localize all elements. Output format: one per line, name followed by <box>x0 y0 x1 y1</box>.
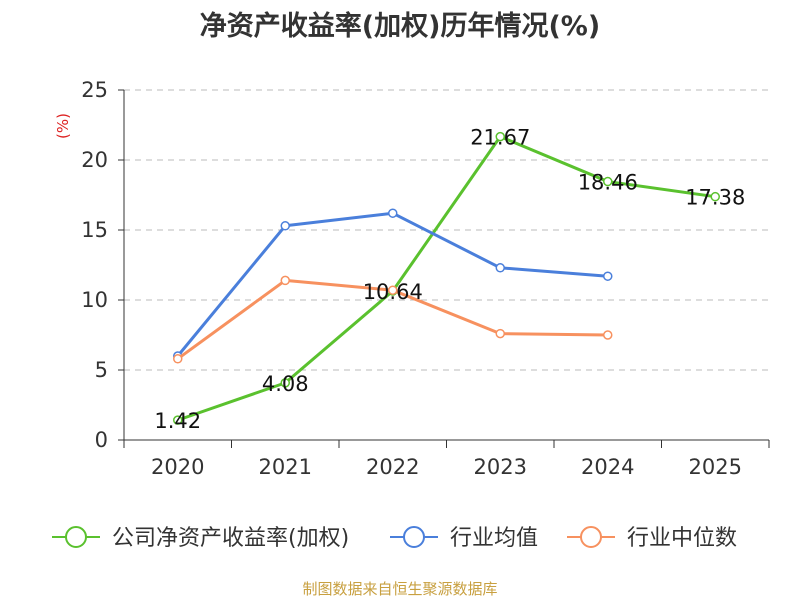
legend-marker-icon <box>403 526 425 548</box>
y-tick-label: 15 <box>81 218 108 242</box>
y-tick-label: 20 <box>81 148 108 172</box>
data-label: 10.64 <box>363 280 423 304</box>
y-tick-label: 0 <box>95 428 108 452</box>
data-label: 21.67 <box>470 126 530 150</box>
data-point <box>173 415 183 425</box>
data-point <box>173 354 183 364</box>
series-lines <box>173 131 720 425</box>
y-tick-label: 5 <box>95 358 108 382</box>
legend-label: 公司净资产收益率(加权) <box>112 526 349 551</box>
x-tick-label: 2020 <box>151 455 204 479</box>
legend-marker-icon <box>580 526 602 548</box>
data-point <box>388 285 398 295</box>
data-point <box>495 328 505 339</box>
data-label: 18.46 <box>578 171 638 195</box>
legend-label: 行业均值 <box>450 526 538 551</box>
source-note: 制图数据来自恒生聚源数据库 <box>302 580 498 598</box>
data-label: 17.38 <box>685 186 745 210</box>
series-line-0 <box>177 135 716 422</box>
y-tick-label: 25 <box>81 78 108 102</box>
x-tick-label: 2025 <box>689 455 742 479</box>
data-label: 4.08 <box>262 372 309 396</box>
data-point <box>280 378 290 388</box>
data-point <box>495 131 505 142</box>
legend-label: 行业中位数 <box>627 526 737 551</box>
data-point <box>603 330 613 340</box>
grid-lines <box>124 89 769 371</box>
data-point <box>280 221 290 231</box>
legend-item-2[interactable]: 行业中位数 <box>567 526 737 551</box>
legend-item-0[interactable]: 公司净资产收益率(加权) <box>52 526 349 551</box>
chart-title: 净资产收益率(加权)历年情况(%) <box>199 11 601 42</box>
legend-marker-icon <box>65 526 87 548</box>
x-tick-label: 2023 <box>474 455 527 479</box>
legend: 公司净资产收益率(加权) 行业均值 行业中位数 <box>52 526 737 551</box>
x-tick-label: 2024 <box>581 455 634 479</box>
legend-item-1[interactable]: 行业均值 <box>390 526 538 551</box>
x-tick-label: 2022 <box>366 455 419 479</box>
data-point <box>710 191 720 202</box>
data-labels: 1.42 4.08 10.64 21.67 18.46 17.38 <box>154 126 745 434</box>
y-tick-label: 10 <box>81 288 108 312</box>
data-point <box>280 275 290 286</box>
data-point <box>388 208 398 218</box>
x-tick-label: 2021 <box>259 455 312 479</box>
y-axis-label: (%) <box>54 113 72 139</box>
data-point <box>603 176 613 187</box>
data-label: 1.42 <box>154 409 201 433</box>
data-point <box>603 271 613 281</box>
data-point <box>495 263 505 273</box>
